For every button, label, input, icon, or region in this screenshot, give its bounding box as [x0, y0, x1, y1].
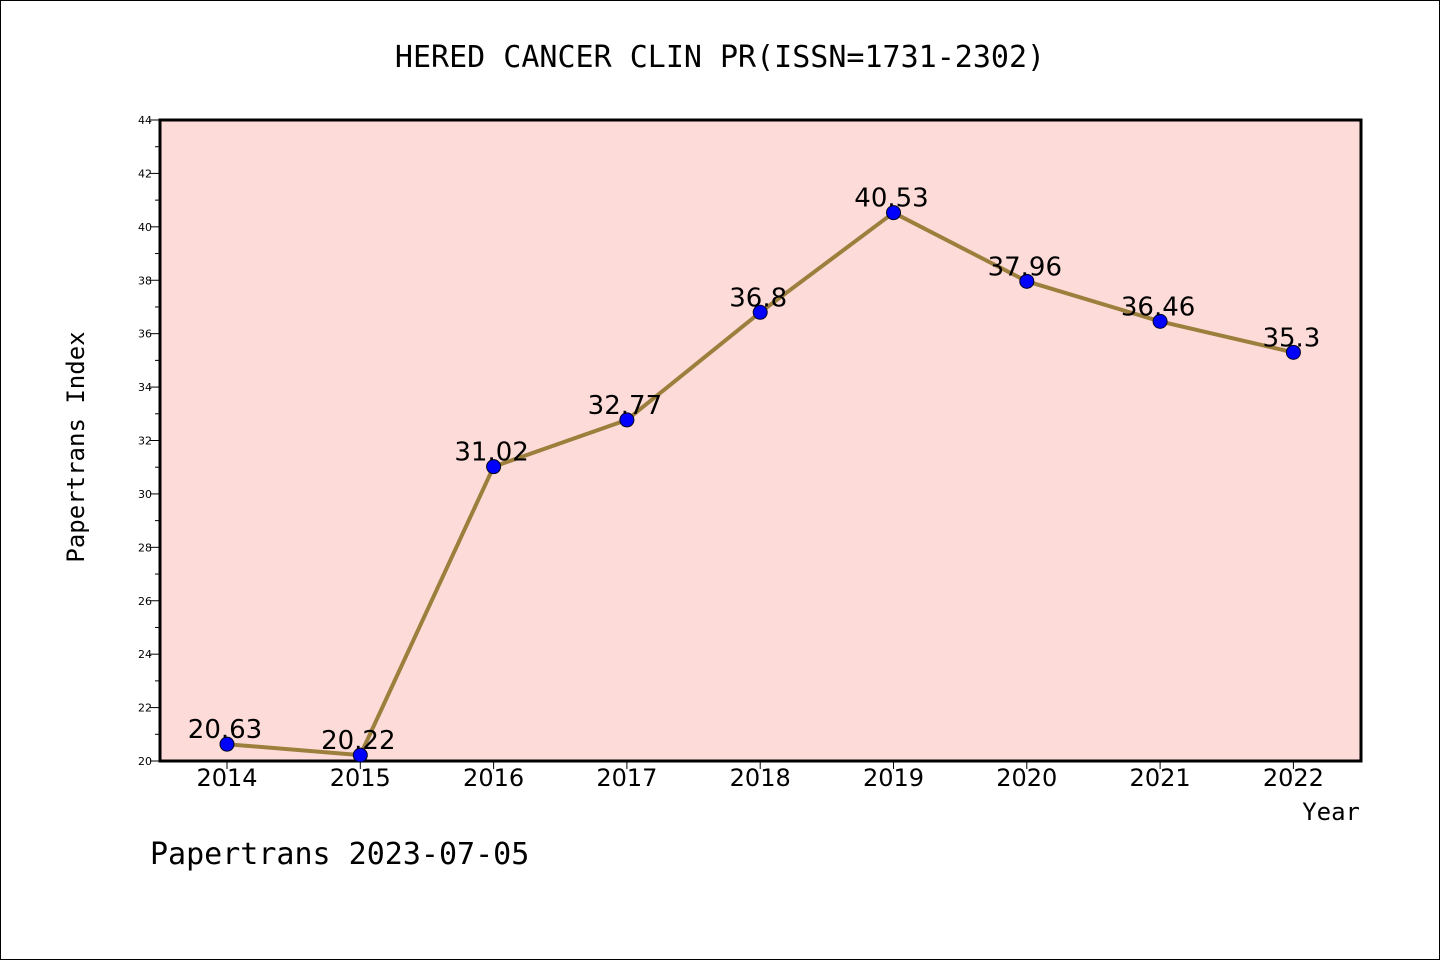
data-point-marker	[752, 304, 768, 320]
y-tick-label: 44	[138, 114, 152, 127]
data-point-label: 31.02	[454, 438, 528, 468]
x-axis-title: Year	[1302, 798, 1360, 826]
x-tick-label: 2022	[1263, 764, 1324, 792]
y-tick-label: 24	[138, 648, 152, 661]
x-axis-ticks: 2014 2015 2016 2017 2018 2019 2020 2021 2022	[196, 761, 1324, 792]
data-point-marker	[352, 747, 368, 763]
chart-title: HERED CANCER CLIN PR(ISSN=1731-2302)	[395, 40, 1045, 75]
data-point-label: 20.22	[321, 726, 395, 756]
x-tick-label: 2014	[196, 764, 257, 792]
data-labels-group: 20.63 20.22 31.02 32.77 36.8 40.53 37.96 36.46 3…	[188, 184, 1321, 756]
y-tick-label: 34	[138, 381, 152, 394]
y-axis-ticks: 20 22 24 26 28 30 32 34 36 38 40 42 44	[138, 114, 160, 768]
y-tick-label: 20	[138, 755, 152, 768]
data-point-marker	[886, 205, 901, 221]
markers-group	[219, 205, 1301, 763]
y-tick-label: 22	[138, 702, 152, 715]
data-point-label: 36.46	[1121, 292, 1195, 322]
y-tick-label: 28	[138, 541, 152, 554]
x-tick-label: 2018	[730, 764, 791, 792]
y-tick-label: 26	[138, 595, 152, 608]
y-axis-title: Papertrans Index	[62, 331, 90, 562]
x-tick-label: 2017	[596, 764, 657, 792]
data-point-label: 35.3	[1262, 323, 1320, 353]
data-point-label: 37.96	[988, 252, 1062, 282]
footer-date-stamp: Papertrans 2023-07-05	[150, 837, 529, 872]
data-point-marker	[1285, 344, 1301, 360]
data-point-label: 36.8	[729, 283, 787, 313]
y-tick-label: 42	[138, 167, 152, 180]
data-point-marker	[486, 459, 502, 475]
x-tick-label: 2021	[1130, 764, 1191, 792]
y-tick-label: 36	[138, 328, 152, 341]
x-tick-label: 2016	[463, 764, 524, 792]
x-tick-label: 2019	[863, 764, 924, 792]
y-tick-label: 30	[138, 488, 152, 501]
data-point-marker	[619, 412, 635, 428]
data-point-marker	[1152, 313, 1168, 329]
y-tick-label: 38	[138, 274, 152, 287]
x-tick-label: 2015	[330, 764, 391, 792]
data-point-marker	[1019, 273, 1035, 289]
y-tick-label: 40	[138, 221, 152, 234]
data-point-marker	[219, 736, 235, 752]
y-tick-label: 32	[138, 435, 152, 448]
plot-area	[158, 118, 1363, 763]
x-tick-label: 2020	[996, 764, 1057, 792]
data-point-label: 40.53	[854, 184, 928, 214]
data-point-label: 32.77	[588, 391, 662, 421]
data-point-label: 20.63	[188, 715, 262, 745]
